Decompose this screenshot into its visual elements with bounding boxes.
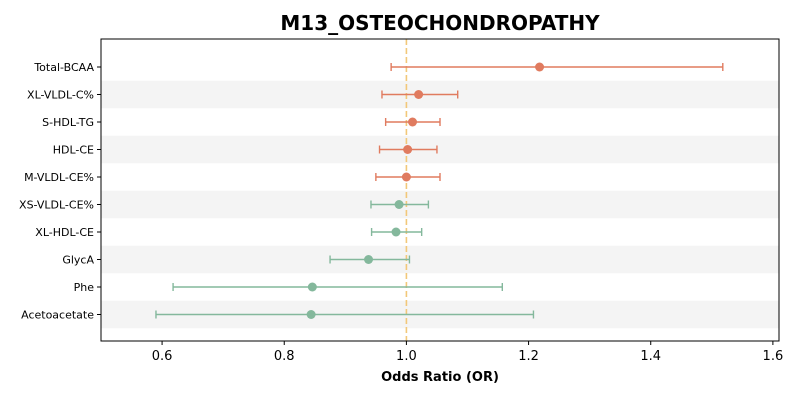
y-tick-label: XL-HDL-CE (35, 226, 94, 239)
y-tick-label: Phe (74, 281, 95, 294)
odds-ratio-point (394, 200, 404, 209)
x-tick-label: 0.6 (152, 349, 173, 364)
odds-ratio-point (364, 255, 374, 264)
x-tick-label: 1.4 (640, 349, 661, 364)
odds-ratio-point (403, 145, 413, 154)
x-axis-label: Odds Ratio (OR) (381, 370, 499, 385)
y-tick-label: S-HDL-TG (42, 116, 94, 129)
y-tick-label: GlycA (62, 254, 94, 267)
odds-ratio-point (408, 117, 418, 127)
plot-frame (100, 38, 780, 342)
y-tick-label: Total-BCAA (33, 61, 94, 74)
x-tick-label: 1.6 (763, 349, 784, 364)
y-tick-label: XS-VLDL-CE% (19, 199, 94, 212)
y-axis-ticks: Total-BCAA XL-VLDL-C% S-HDL-TG HDL-CE M-VLDL… (19, 61, 101, 322)
chart-title: M13_OSTEOCHONDROPATHY (280, 11, 600, 35)
odds-ratio-point (306, 310, 316, 319)
odds-ratio-point (414, 90, 424, 99)
row-band (101, 190, 779, 219)
x-tick-label: 1.2 (518, 349, 539, 364)
row-band (101, 135, 779, 164)
x-axis-ticks: 0.6 0.8 1.0 1.2 1.4 1.6 (152, 341, 783, 364)
data-marks (155, 62, 724, 319)
x-tick-label: 1.0 (396, 349, 417, 364)
y-tick-label: HDL-CE (53, 144, 94, 157)
odds-ratio-point (401, 172, 411, 182)
odds-ratio-point (391, 227, 401, 237)
row-bands (101, 80, 779, 329)
row-band (101, 245, 779, 274)
odds-ratio-point (307, 282, 317, 292)
odds-ratio-point (535, 62, 545, 72)
y-tick-label: XL-VLDL-C% (27, 89, 94, 102)
y-tick-label: Acetoacetate (21, 309, 94, 322)
x-tick-label: 0.8 (274, 349, 295, 364)
y-tick-label: M-VLDL-CE% (24, 171, 94, 184)
